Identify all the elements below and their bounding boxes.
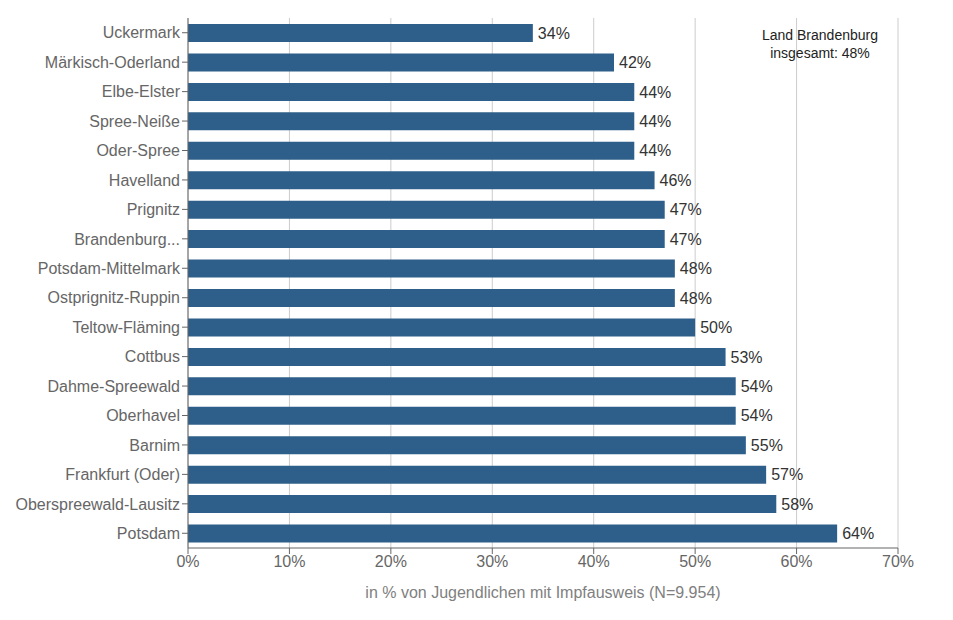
svg-text:10%: 10% [273, 553, 305, 570]
svg-text:53%: 53% [731, 349, 763, 366]
svg-text:Märkisch-Oderland: Märkisch-Oderland [45, 54, 180, 71]
svg-text:47%: 47% [670, 231, 702, 248]
svg-text:47%: 47% [670, 201, 702, 218]
svg-text:54%: 54% [741, 378, 773, 395]
svg-text:54%: 54% [741, 407, 773, 424]
svg-text:40%: 40% [578, 553, 610, 570]
svg-text:48%: 48% [680, 290, 712, 307]
svg-text:55%: 55% [751, 437, 783, 454]
svg-text:20%: 20% [375, 553, 407, 570]
svg-text:42%: 42% [619, 54, 651, 71]
svg-text:Ostprignitz-Ruppin: Ostprignitz-Ruppin [48, 289, 181, 306]
svg-text:Elbe-Elster: Elbe-Elster [102, 83, 181, 100]
svg-text:Dahme-Spreewald: Dahme-Spreewald [47, 378, 180, 395]
svg-text:30%: 30% [476, 553, 508, 570]
svg-text:34%: 34% [538, 25, 570, 42]
svg-text:Uckermark: Uckermark [103, 24, 181, 41]
svg-text:in % von Jugendlichen mit Impf: in % von Jugendlichen mit Impfausweis (N… [365, 584, 720, 601]
svg-text:Oder-Spree: Oder-Spree [96, 142, 180, 159]
svg-text:0%: 0% [176, 553, 199, 570]
svg-text:57%: 57% [771, 466, 803, 483]
svg-text:48%: 48% [680, 260, 712, 277]
svg-text:44%: 44% [639, 113, 671, 130]
svg-text:44%: 44% [639, 142, 671, 159]
html-text:insgesamt: 48%: insgesamt: 48% [770, 45, 870, 61]
svg-text:Potsdam-Mittelmark: Potsdam-Mittelmark [38, 260, 181, 277]
html-text:Land Brandenburg: Land Brandenburg [762, 27, 878, 43]
svg-text:46%: 46% [660, 172, 692, 189]
svg-text:50%: 50% [700, 319, 732, 336]
svg-text:Cottbus: Cottbus [125, 348, 180, 365]
svg-text:Potsdam: Potsdam [117, 525, 180, 542]
svg-text:64%: 64% [842, 525, 874, 542]
svg-text:Oberhavel: Oberhavel [106, 407, 180, 424]
svg-text:70%: 70% [882, 553, 914, 570]
svg-text:Teltow-Fläming: Teltow-Fläming [72, 319, 180, 336]
svg-text:Prignitz: Prignitz [127, 201, 180, 218]
svg-text:Havelland: Havelland [109, 172, 180, 189]
svg-text:50%: 50% [679, 553, 711, 570]
svg-text:Oberspreewald-Lausitz: Oberspreewald-Lausitz [15, 496, 180, 513]
svg-text:44%: 44% [639, 84, 671, 101]
svg-text:58%: 58% [781, 496, 813, 513]
svg-text:Brandenburg...: Brandenburg... [74, 231, 180, 248]
svg-text:Spree-Neiße: Spree-Neiße [89, 113, 180, 130]
svg-text:Frankfurt (Oder): Frankfurt (Oder) [65, 466, 180, 483]
svg-text:Barnim: Barnim [129, 437, 180, 454]
svg-text:60%: 60% [781, 553, 813, 570]
